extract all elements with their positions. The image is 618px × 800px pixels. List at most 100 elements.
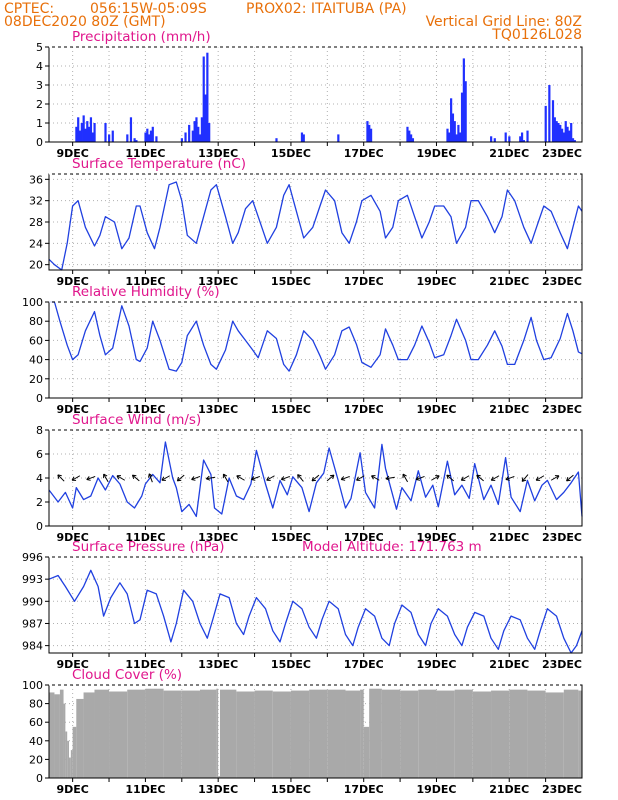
wind-arrow-head	[340, 476, 346, 481]
temperature-line	[48, 181, 583, 271]
wind-arrow	[385, 476, 395, 480]
wind-arrow-head	[329, 474, 335, 480]
precipitation-xtick-label: 21DEC	[489, 147, 529, 160]
humidity-xtick-label: 11DEC	[125, 403, 165, 416]
precip-bar	[111, 130, 114, 142]
wind-arrow	[461, 475, 470, 481]
precip-bar	[562, 132, 566, 142]
precip-bar	[411, 138, 415, 142]
pressure-title: Surface Pressure (hPa)	[72, 539, 225, 555]
wind-arrow-head	[476, 474, 481, 480]
wind-arrow	[103, 473, 109, 483]
precip-bar	[149, 130, 153, 142]
cloud-bar	[218, 776, 220, 778]
temperature-ytick-label: 28	[29, 216, 43, 229]
precip-bar	[84, 128, 87, 142]
humidity-xtick-label: 17DEC	[344, 403, 384, 416]
precip-bar	[337, 134, 340, 142]
wind-title: Surface Wind (m/s)	[72, 412, 201, 428]
cloud-ytick-label: 20	[29, 753, 43, 766]
precip-bar	[555, 121, 558, 142]
pressure-xtick-label: 15DEC	[271, 658, 311, 671]
temperature-xtick-label: 19DEC	[416, 275, 456, 288]
wind-arrow-head	[435, 475, 440, 480]
cloud-bar	[49, 692, 55, 778]
temperature-xtick-label: 13DEC	[198, 275, 238, 288]
precip-bar	[522, 140, 525, 142]
pressure-ytick-label: 996	[22, 551, 43, 564]
wind-arrow-head	[311, 476, 317, 482]
precip-bar	[459, 132, 462, 142]
precip-bar	[126, 134, 129, 142]
cloud-bar	[65, 731, 68, 778]
precip-bar	[462, 58, 465, 142]
header-location: PROX02: ITAITUBA (PA)	[246, 1, 407, 17]
wind-xtick-label: 21DEC	[489, 531, 529, 544]
wind-arrow-head	[566, 476, 571, 482]
precip-bar	[570, 123, 573, 142]
wind-arrow	[431, 475, 440, 481]
cloud-ytick-label: 40	[29, 735, 43, 748]
cloud-bar	[491, 690, 510, 778]
pressure-xtick-label: 9DEC	[56, 658, 88, 671]
precip-bar	[493, 138, 496, 142]
precip-bar	[135, 140, 138, 142]
precipitation-ytick-label: 2	[36, 98, 43, 111]
wind-arrow	[535, 475, 545, 481]
wind-arrow-head	[191, 476, 196, 481]
cloud-bar	[290, 690, 310, 778]
wind-arrow	[341, 475, 350, 481]
wind-arrow	[476, 474, 484, 482]
humidity-title: Relative Humidity (%)	[72, 284, 220, 300]
wind-arrow	[550, 475, 560, 481]
wind-arrow	[326, 474, 335, 482]
precip-bar	[208, 123, 211, 142]
precip-bar	[88, 126, 91, 142]
pressure-altitude: Model Altitude: 171.763 m	[302, 539, 482, 555]
precip-bar	[80, 123, 83, 142]
pressure-line	[48, 569, 583, 654]
humidity-ytick-label: 0	[36, 392, 43, 405]
wind-arrow-head	[205, 475, 211, 481]
pressure-ytick-label: 987	[22, 617, 43, 630]
precip-bar	[198, 134, 202, 142]
wind-arrow-head	[521, 477, 527, 482]
humidity-xtick-label: 13DEC	[198, 403, 238, 416]
cloud-bar	[236, 691, 255, 778]
temperature-ytick-label: 24	[29, 237, 43, 250]
precipitation-xtick-label: 11DEC	[125, 147, 165, 160]
pressure-xtick-label: 21DEC	[489, 658, 529, 671]
precip-bar	[77, 117, 80, 142]
precip-bar	[206, 52, 209, 143]
cloud-bar	[76, 698, 84, 778]
precip-bar	[151, 126, 154, 142]
precipitation-frame	[48, 46, 583, 143]
cloud-bar	[63, 703, 66, 778]
temperature-frame	[48, 173, 583, 271]
humidity-xtick-label: 9DEC	[56, 403, 88, 416]
cloud-bar	[163, 690, 182, 778]
wind-arrow	[505, 475, 515, 481]
cloud-panel: 0 20 40 60 80 100 9DEC 11DEC 13DEC 15DEC 17DEC 19DE…	[22, 679, 583, 796]
precip-bar	[526, 130, 529, 142]
wind-xtick-label: 19DEC	[416, 531, 456, 544]
wind-xtick-label: 17DEC	[344, 531, 384, 544]
precip-bar	[406, 126, 409, 142]
cloud-bar	[454, 689, 473, 778]
header-model: TQ0126L028	[491, 27, 582, 43]
precip-bar	[188, 124, 191, 142]
header-run: 08DEC2020 80Z (GMT)	[4, 14, 166, 30]
humidity-xtick-label: 19DEC	[416, 403, 456, 416]
cloud-xtick-label: 17DEC	[344, 783, 384, 796]
wind-arrow	[161, 475, 170, 481]
humidity-xtick-label: 15DEC	[271, 403, 311, 416]
pressure-ytick-label: 984	[22, 640, 43, 653]
precip-bar	[450, 98, 453, 142]
precip-bar	[508, 136, 511, 142]
cloud-bar	[418, 689, 437, 778]
temperature-xtick-label: 15DEC	[271, 275, 311, 288]
cloud-bar	[381, 689, 401, 778]
wind-arrow-head	[505, 476, 510, 481]
wind-arrow-head	[103, 473, 108, 479]
cloud-bar	[69, 757, 71, 778]
